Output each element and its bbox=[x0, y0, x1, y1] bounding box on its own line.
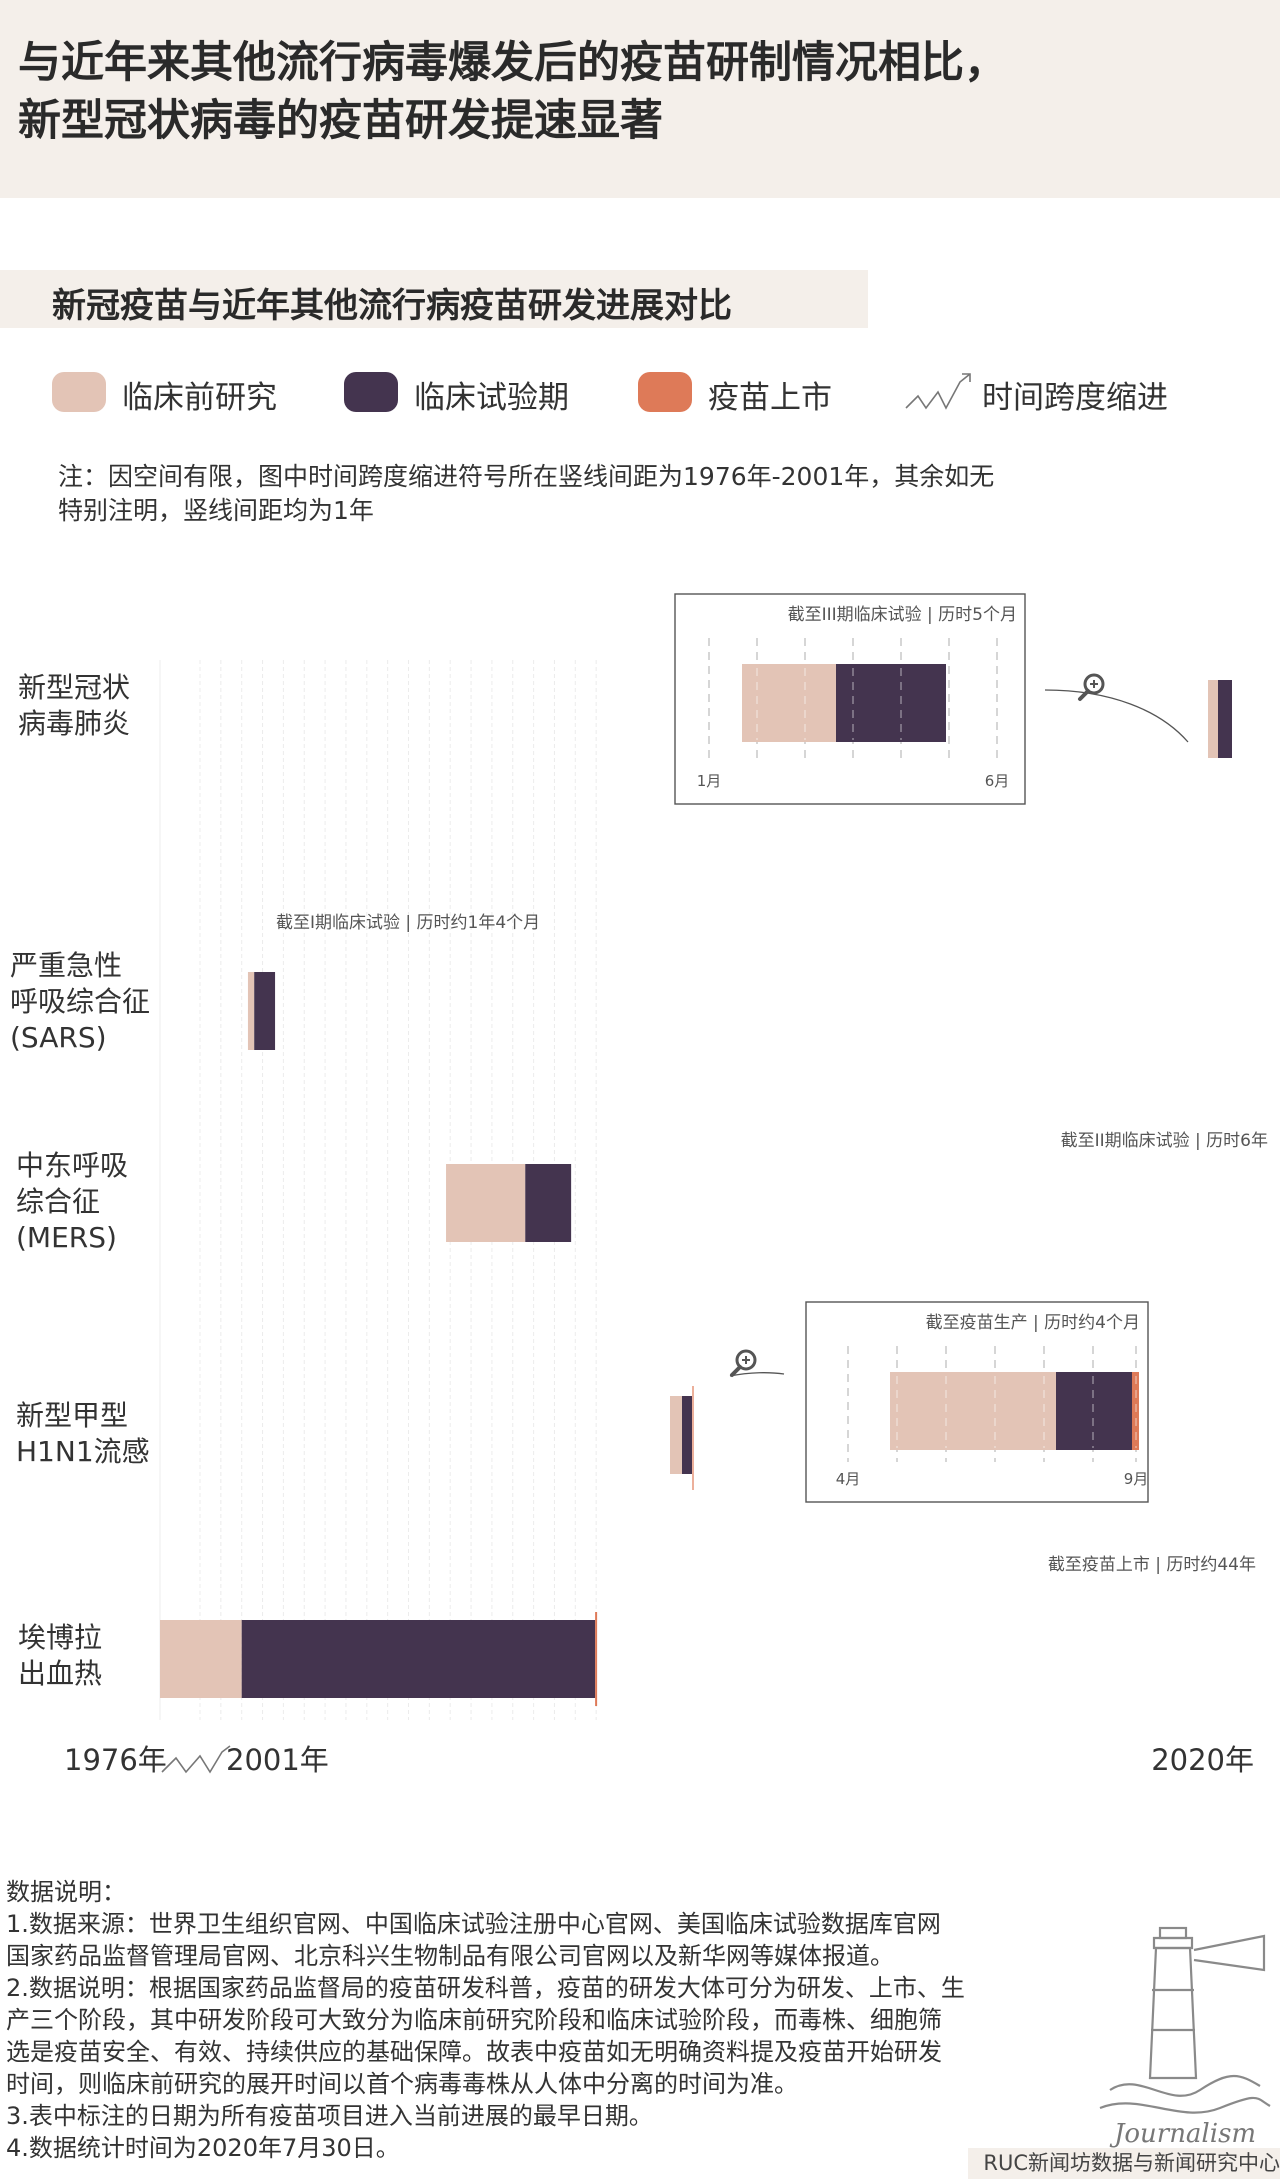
row-label-ebola: 埃博拉 出血热 bbox=[18, 1621, 103, 1690]
credit-text: RUC新闻坊数据与新闻研究中心 bbox=[983, 2151, 1280, 2175]
chart-subtitle: 新冠疫苗与近年其他流行病疫苗研发进展对比 bbox=[52, 286, 732, 326]
row-label-sars: 严重急性 呼吸综合征 (SARS) bbox=[10, 949, 151, 1054]
row-label-mers: 中东呼吸 综合征 (MERS) bbox=[16, 1149, 129, 1254]
page-title: 与近年来其他流行病毒爆发后的疫苗研制情况相比， 新型冠状病毒的疫苗研发提速显著 bbox=[18, 34, 1258, 150]
zoom-connector-h1n1 bbox=[729, 1372, 785, 1377]
legend-swatch-preclinical bbox=[52, 372, 106, 412]
legend: 临床前研究 临床试验期 疫苗上市 时间跨度缩进 bbox=[0, 368, 1280, 418]
title-line-2: 新型冠状病毒的疫苗研发提速显著 bbox=[18, 96, 663, 146]
axis-label-end: 2020年 bbox=[1151, 1743, 1254, 1777]
notes-line-1: 1.数据来源：世界卫生组织官网、中国临床试验注册中心官网、美国临床试验数据库官网 bbox=[6, 1910, 941, 1938]
bar-preclinical-2 bbox=[446, 1164, 526, 1242]
credit-bar: RUC新闻坊数据与新闻研究中心 bbox=[968, 2148, 1280, 2179]
magnifier-lens-h1n1 bbox=[735, 1349, 757, 1371]
legend-swatch-clinical bbox=[344, 372, 398, 412]
chart-note: 注：因空间有限，图中时间跨度缩进符号所在竖线间距为1976年-2001年，其余如… bbox=[58, 460, 1058, 528]
bar-clinical-0 bbox=[1218, 680, 1232, 758]
legend-label-clinical: 临床试验期 bbox=[414, 380, 569, 416]
row-label-h1n1: 新型甲型 H1N1流感 bbox=[16, 1399, 150, 1468]
notes-line-8: 4.数据统计时间为2020年7月30日。 bbox=[6, 2134, 400, 2162]
bar-market-4 bbox=[595, 1612, 598, 1706]
zoom-start-label-h1n1: 4月 bbox=[836, 1470, 861, 1488]
legend-label-timecut: 时间跨度缩进 bbox=[982, 380, 1168, 416]
annotation-4: 截至疫苗上市 | 历时约44年 bbox=[1048, 1555, 1256, 1575]
zoom-connector-covid bbox=[1044, 689, 1189, 743]
bar-clinical-4 bbox=[241, 1620, 596, 1698]
axis-label-start: 1976年 bbox=[64, 1743, 167, 1777]
notes-line-3: 2.数据说明：根据国家药品监督局的疫苗研发科普，疫苗的研发大体可分为研发、上市、… bbox=[6, 1974, 965, 2002]
notes-line-4: 产三个阶段，其中研发阶段可大致分为临床前研究阶段和临床试验阶段，而毒株、细胞筛 bbox=[6, 2006, 942, 2034]
axis-time-cut-icon bbox=[161, 1745, 231, 1774]
row-label-covid: 新型冠状 病毒肺炎 bbox=[18, 671, 131, 740]
bar-clinical-3 bbox=[682, 1396, 692, 1474]
annotation-2: 截至II期临床试验 | 历时6年 bbox=[1061, 1131, 1268, 1151]
zoom-box-h1n1 bbox=[805, 1301, 1149, 1503]
zoom-bar-clinical-h1n1 bbox=[1056, 1372, 1132, 1450]
title-line-1: 与近年来其他流行病毒爆发后的疫苗研制情况相比， bbox=[18, 38, 1007, 88]
axis-label-cut: 2001年 bbox=[226, 1743, 329, 1777]
annotation-1: 截至I期临床试验 | 历时约1年4个月 bbox=[276, 913, 540, 933]
data-notes: 数据说明： 1.数据来源：世界卫生组织官网、中国临床试验注册中心官网、美国临床试… bbox=[6, 1876, 1006, 2164]
bar-preclinical-4 bbox=[160, 1620, 242, 1698]
zoom-annotation-h1n1: 截至疫苗生产 | 历时约4个月 bbox=[926, 1313, 1140, 1333]
notes-line-7: 3.表中标注的日期为所有疫苗项目进入当前进展的最早日期。 bbox=[6, 2102, 653, 2130]
notes-line-6: 时间，则临床前研究的展开时间以首个病毒毒株从人体中分离的时间为准。 bbox=[6, 2070, 798, 2098]
zoom-bar-preclinical-h1n1 bbox=[890, 1372, 1056, 1450]
legend-label-preclinical: 临床前研究 bbox=[122, 380, 277, 416]
zoom-end-label-covid: 6月 bbox=[985, 772, 1010, 790]
header-banner: 与近年来其他流行病毒爆发后的疫苗研制情况相比， 新型冠状病毒的疫苗研发提速显著 bbox=[0, 0, 1280, 198]
zoom-annotation-covid: 截至III期临床试验 | 历时5个月 bbox=[788, 605, 1017, 625]
bar-preclinical-0 bbox=[1208, 680, 1218, 758]
bar-preclinical-1 bbox=[247, 972, 255, 1050]
note-line-1: 注：因空间有限，图中时间跨度缩进符号所在竖线间距为1976年-2001年，其余如… bbox=[58, 462, 995, 491]
bar-clinical-2 bbox=[525, 1164, 572, 1242]
legend-label-market: 疫苗上市 bbox=[708, 380, 832, 416]
notes-line-2: 国家药品监督管理局官网、北京科兴生物制品有限公司官网以及新华网等媒体报道。 bbox=[6, 1942, 894, 1970]
zoom-end-label-h1n1: 9月 bbox=[1124, 1470, 1149, 1488]
chart-subtitle-bar: 新冠疫苗与近年其他流行病疫苗研发进展对比 bbox=[0, 270, 868, 328]
note-line-2: 特别注明，竖线间距均为1年 bbox=[58, 496, 374, 525]
notes-heading: 数据说明： bbox=[6, 1878, 126, 1906]
zoom-box-covid bbox=[674, 593, 1026, 805]
bar-preclinical-3 bbox=[670, 1396, 682, 1474]
zoom-bar-preclinical-covid bbox=[742, 664, 836, 742]
chart-area: 截至I期临床试验 | 历时约1年4个月截至II期临床试验 | 历时6年截至疫苗上… bbox=[0, 560, 1280, 1804]
legend-swatch-market bbox=[638, 372, 692, 412]
logo-wordmark: Journalism bbox=[1109, 2119, 1256, 2149]
zoom-bar-clinical-covid bbox=[836, 664, 946, 742]
journalism-logo: Journalism bbox=[1090, 1920, 1280, 2150]
magnifier-icon-h1n1 bbox=[730, 1349, 757, 1377]
magnifier-handle-h1n1 bbox=[730, 1365, 742, 1377]
bar-clinical-1 bbox=[254, 972, 276, 1050]
magnifier-lens-covid bbox=[1083, 673, 1105, 695]
notes-line-5: 选是疫苗安全、有效、持续供应的基础保障。故表中疫苗如无明确资料提及疫苗开始研发 bbox=[6, 2038, 942, 2066]
lighthouse-icon: Journalism bbox=[1099, 1926, 1271, 2149]
time-cut-icon bbox=[905, 373, 971, 410]
zoom-start-label-covid: 1月 bbox=[697, 772, 722, 790]
